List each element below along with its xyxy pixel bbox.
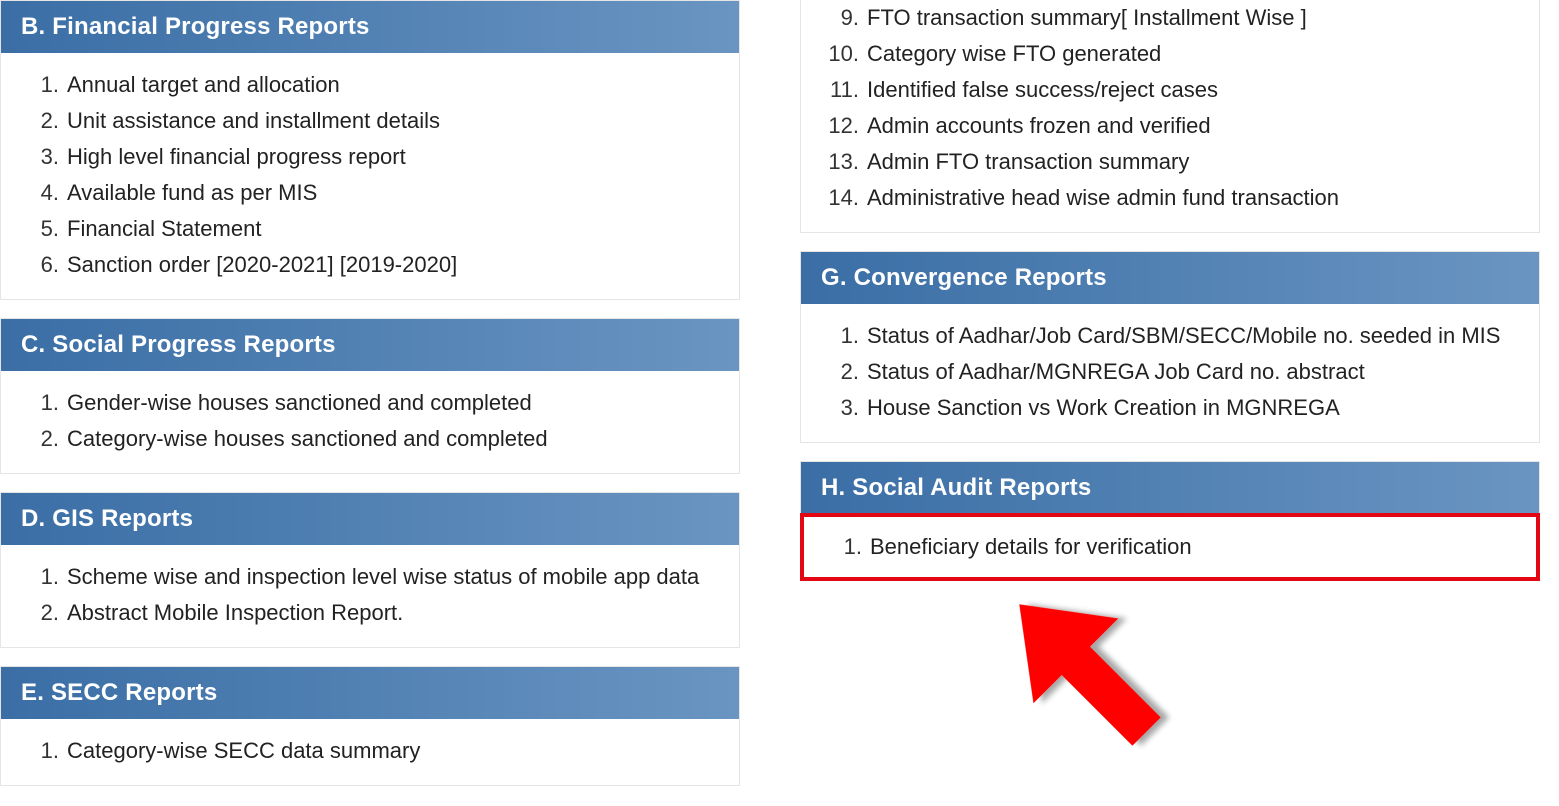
item-number: 3. bbox=[25, 144, 59, 170]
list-item[interactable]: 14. Administrative head wise admin fund t… bbox=[825, 180, 1515, 216]
section-d-body: 1. Scheme wise and inspection level wise … bbox=[1, 545, 739, 647]
section-c-header: C. Social Progress Reports bbox=[1, 319, 739, 371]
section-b-body: 1. Annual target and allocation 2. Unit as… bbox=[1, 53, 739, 299]
list-item[interactable]: 1. Gender-wise houses sanctioned and comp… bbox=[25, 385, 715, 421]
list-item[interactable]: 9. FTO transaction summary[ Installment W… bbox=[825, 0, 1515, 36]
item-label: Available fund as per MIS bbox=[67, 180, 317, 206]
item-label: Abstract Mobile Inspection Report. bbox=[67, 600, 403, 626]
item-number: 2. bbox=[25, 426, 59, 452]
item-label: House Sanction vs Work Creation in MGNRE… bbox=[867, 395, 1340, 421]
item-label: Category-wise SECC data summary bbox=[67, 738, 420, 764]
item-label: Financial Statement bbox=[67, 216, 261, 242]
item-label: Administrative head wise admin fund tran… bbox=[867, 185, 1339, 211]
section-e-header: E. SECC Reports bbox=[1, 667, 739, 719]
list-item[interactable]: 10. Category wise FTO generated bbox=[825, 36, 1515, 72]
item-number: 4. bbox=[25, 180, 59, 206]
section-h: H. Social Audit Reports bbox=[800, 461, 1540, 515]
item-number: 12. bbox=[825, 113, 859, 139]
item-label: Status of Aadhar/Job Card/SBM/SECC/Mobil… bbox=[867, 323, 1500, 349]
item-label: Admin FTO transaction summary bbox=[867, 149, 1189, 175]
item-number: 1. bbox=[25, 390, 59, 416]
item-number: 2. bbox=[25, 108, 59, 134]
list-item[interactable]: 11. Identified false success/reject cases bbox=[825, 72, 1515, 108]
item-number: 9. bbox=[825, 5, 859, 31]
list-item[interactable]: 2. Status of Aadhar/MGNREGA Job Card no. … bbox=[825, 354, 1515, 390]
item-label: Annual target and allocation bbox=[67, 72, 340, 98]
item-number: 13. bbox=[825, 149, 859, 175]
section-g: G. Convergence Reports 1. Status of Aadha… bbox=[800, 251, 1540, 443]
section-c: C. Social Progress Reports 1. Gender-wise… bbox=[0, 318, 740, 474]
list-item[interactable]: 1. Scheme wise and inspection level wise … bbox=[25, 559, 715, 595]
item-number: 3. bbox=[825, 395, 859, 421]
section-d-header: D. GIS Reports bbox=[1, 493, 739, 545]
item-label: Admin accounts frozen and verified bbox=[867, 113, 1211, 139]
item-number: 1. bbox=[25, 564, 59, 590]
section-g-body: 1. Status of Aadhar/Job Card/SBM/SECC/Mob… bbox=[801, 304, 1539, 442]
item-label: Status of Aadhar/MGNREGA Job Card no. ab… bbox=[867, 359, 1365, 385]
list-item[interactable]: 4. Available fund as per MIS bbox=[25, 175, 715, 211]
section-f-fragment: 9. FTO transaction summary[ Installment W… bbox=[800, 0, 1540, 233]
section-g-header: G. Convergence Reports bbox=[801, 252, 1539, 304]
item-label: Gender-wise houses sanctioned and comple… bbox=[67, 390, 532, 416]
highlight-box: 1. Beneficiary details for verification bbox=[800, 513, 1540, 581]
list-item[interactable]: 1. Status of Aadhar/Job Card/SBM/SECC/Mob… bbox=[825, 318, 1515, 354]
item-number: 10. bbox=[825, 41, 859, 67]
item-number: 1. bbox=[825, 323, 859, 349]
list-item[interactable]: 2. Unit assistance and installment detail… bbox=[25, 103, 715, 139]
list-item[interactable]: 5. Financial Statement bbox=[25, 211, 715, 247]
list-item[interactable]: 2. Category-wise houses sanctioned and co… bbox=[25, 421, 715, 457]
section-e: E. SECC Reports 1. Category-wise SECC dat… bbox=[0, 666, 740, 786]
list-item[interactable]: 1. Annual target and allocation bbox=[25, 67, 715, 103]
item-label: Category wise FTO generated bbox=[867, 41, 1161, 67]
item-number: 1. bbox=[25, 72, 59, 98]
section-e-body: 1. Category-wise SECC data summary bbox=[1, 719, 739, 785]
section-d: D. GIS Reports 1. Scheme wise and inspect… bbox=[0, 492, 740, 648]
item-number: 14. bbox=[825, 185, 859, 211]
item-label: Sanction order [2020-2021] [2019-2020] bbox=[67, 252, 457, 278]
item-label: Scheme wise and inspection level wise st… bbox=[67, 564, 699, 590]
section-h-body: 1. Beneficiary details for verification bbox=[804, 517, 1536, 577]
item-number: 5. bbox=[25, 216, 59, 242]
item-label: FTO transaction summary[ Installment Wis… bbox=[867, 5, 1307, 31]
section-b-header: B. Financial Progress Reports bbox=[1, 1, 739, 53]
annotation-arrow-icon bbox=[980, 565, 1200, 790]
list-item[interactable]: 1. Category-wise SECC data summary bbox=[25, 733, 715, 769]
item-number: 2. bbox=[825, 359, 859, 385]
right-column: 9. FTO transaction summary[ Installment W… bbox=[800, 0, 1540, 806]
item-label: Unit assistance and installment details bbox=[67, 108, 440, 134]
list-item[interactable]: 13. Admin FTO transaction summary bbox=[825, 144, 1515, 180]
item-number: 6. bbox=[25, 252, 59, 278]
item-label: Beneficiary details for verification bbox=[870, 534, 1192, 560]
section-b: B. Financial Progress Reports 1. Annual t… bbox=[0, 0, 740, 300]
left-column: B. Financial Progress Reports 1. Annual t… bbox=[0, 0, 740, 806]
list-item[interactable]: 1. Beneficiary details for verification bbox=[828, 529, 1512, 565]
list-item[interactable]: 2. Abstract Mobile Inspection Report. bbox=[25, 595, 715, 631]
item-number: 11. bbox=[825, 77, 859, 103]
item-label: High level financial progress report bbox=[67, 144, 406, 170]
item-number: 1. bbox=[25, 738, 59, 764]
section-c-body: 1. Gender-wise houses sanctioned and comp… bbox=[1, 371, 739, 473]
item-label: Identified false success/reject cases bbox=[867, 77, 1218, 103]
section-h-header: H. Social Audit Reports bbox=[801, 462, 1539, 514]
item-label: Category-wise houses sanctioned and comp… bbox=[67, 426, 548, 452]
list-item[interactable]: 3. House Sanction vs Work Creation in MGN… bbox=[825, 390, 1515, 426]
list-item[interactable]: 3. High level financial progress report bbox=[25, 139, 715, 175]
list-item[interactable]: 12. Admin accounts frozen and verified bbox=[825, 108, 1515, 144]
list-item[interactable]: 6. Sanction order [2020-2021] [2019-2020] bbox=[25, 247, 715, 283]
item-number: 1. bbox=[828, 534, 862, 560]
item-number: 2. bbox=[25, 600, 59, 626]
